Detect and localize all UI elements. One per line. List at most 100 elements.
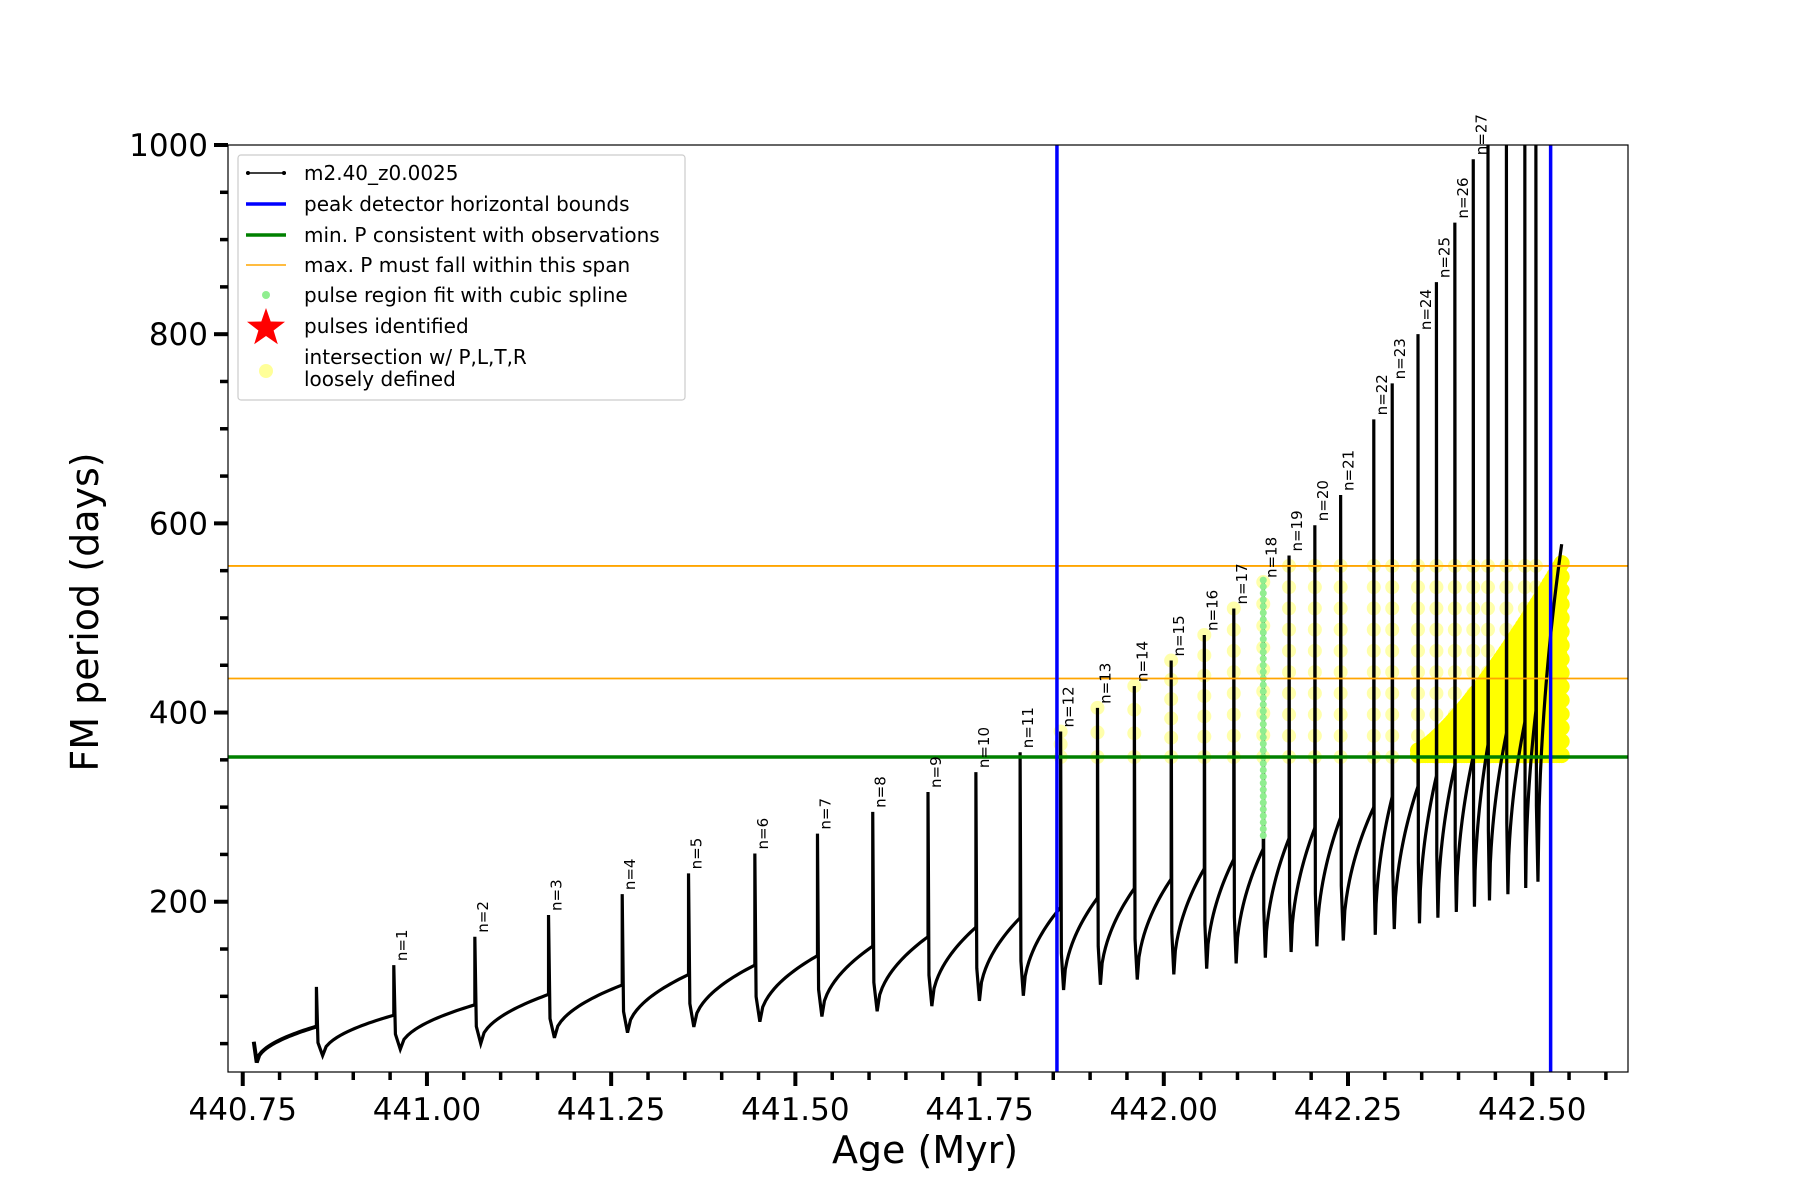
curve-segment — [1059, 731, 1099, 991]
pulse-label: n=24 — [1417, 289, 1435, 330]
spline-marker — [1259, 792, 1267, 800]
pulse-label: n=5 — [688, 838, 706, 870]
curve-segment — [314, 986, 395, 1061]
curve-segment — [1523, 144, 1538, 889]
pulse-label: n=27 — [1472, 114, 1490, 155]
curve-segment — [753, 853, 819, 1023]
curve-segment — [1018, 752, 1062, 996]
intersection-marker — [1553, 719, 1570, 736]
x-tick-label: 441.00 — [373, 1092, 481, 1128]
pulse-label: n=6 — [754, 818, 772, 850]
pulse-label: n=14 — [1133, 641, 1151, 682]
legend-box — [237, 154, 686, 401]
curve-segment — [1339, 494, 1376, 941]
horizontal-reference-lines — [228, 565, 1628, 759]
spline-marker — [1259, 832, 1267, 840]
spline-marker — [1259, 825, 1267, 833]
spline-marker — [1259, 759, 1267, 767]
spline-marker — [1259, 629, 1267, 637]
spline-marker — [1259, 720, 1267, 728]
spline-marker — [1259, 622, 1267, 630]
intersection-marker — [1553, 692, 1570, 709]
spline-marker — [1259, 818, 1267, 826]
intersection-marker — [1553, 623, 1570, 640]
pulse-label: n=19 — [1288, 510, 1306, 551]
spline-marker — [1259, 714, 1267, 722]
spline-marker — [1259, 701, 1267, 709]
curve-segment — [1534, 144, 1564, 882]
pulse-label: n=2 — [474, 901, 492, 933]
legend-handle-dot — [246, 171, 250, 175]
y-tick-label: 1000 — [129, 128, 208, 164]
x-tick-label: 442.50 — [1478, 1092, 1586, 1128]
y-tick-label: 200 — [149, 885, 208, 921]
curve-segment — [926, 791, 977, 1007]
curve-initial — [251, 1024, 317, 1064]
pulse-label: n=10 — [975, 727, 993, 768]
spline-marker — [1259, 681, 1267, 689]
curve-segment — [1372, 419, 1394, 935]
spline-marker — [1259, 589, 1267, 597]
intersection-marker — [1553, 678, 1570, 695]
spline-marker — [1259, 602, 1267, 610]
curve-segment — [1471, 159, 1490, 907]
x-tick-label: 442.00 — [1110, 1092, 1218, 1128]
curve-segment — [1095, 707, 1136, 985]
pulse-label: n=21 — [1340, 450, 1358, 491]
spline-marker — [1259, 576, 1267, 584]
pulse-label: n=22 — [1373, 374, 1391, 415]
spline-marker — [1259, 596, 1267, 604]
spline-marker — [1259, 786, 1267, 794]
curve-segment — [1416, 334, 1438, 924]
curve-segment — [1504, 144, 1527, 895]
pulse-label: n=23 — [1391, 338, 1409, 379]
spline-marker — [1259, 635, 1267, 643]
curve-segment — [1486, 144, 1508, 901]
pulse-label: n=1 — [393, 929, 411, 961]
pulse-label: n=4 — [621, 859, 639, 891]
x-tick-label: 442.25 — [1294, 1092, 1402, 1128]
x-tick-label: 441.50 — [741, 1092, 849, 1128]
intersection-marker — [1553, 747, 1570, 764]
spline-marker — [1259, 707, 1267, 715]
curve-segment — [1287, 555, 1317, 953]
spline-marker — [1259, 773, 1267, 781]
y-tick-label: 600 — [149, 506, 208, 542]
spline-marker — [1259, 661, 1267, 669]
pulse-label: n=7 — [816, 798, 834, 830]
pulse-label: n=11 — [1019, 707, 1037, 748]
curve-segment — [1169, 660, 1206, 975]
pulse-label: n=12 — [1060, 686, 1078, 727]
legend-label: peak detector horizontal bounds — [304, 192, 630, 216]
intersection-marker — [1553, 664, 1570, 681]
x-axis-label: Age (Myr) — [832, 1128, 1018, 1172]
curve-segment — [1261, 582, 1291, 958]
spline-marker — [1259, 727, 1267, 735]
pulse-label: n=17 — [1233, 563, 1251, 604]
period-curve — [251, 144, 1564, 1064]
spline-marker — [1259, 655, 1267, 663]
curve-segment — [1434, 282, 1457, 918]
curve-segment — [974, 772, 1022, 1002]
legend-label: intersection w/ P,L,T,R — [304, 345, 527, 369]
y-tick-label: 800 — [149, 317, 208, 353]
spline-marker — [1259, 694, 1267, 702]
spline-marker — [1259, 733, 1267, 741]
curve-segment — [1132, 686, 1173, 980]
curve-segment — [473, 936, 550, 1050]
legend-label: pulses identified — [304, 314, 469, 338]
spline-marker — [1259, 615, 1267, 623]
legend-handle-circle — [259, 364, 273, 378]
pulse-label: n=15 — [1170, 615, 1188, 656]
pulse-label: n=20 — [1314, 480, 1332, 521]
curve-segment — [1232, 608, 1265, 964]
spline-marker — [1259, 642, 1267, 650]
spline-marker — [1259, 687, 1267, 695]
axes: 200 400 600 800 1000 440.75 441.00 441.25 441.50… — [129, 128, 1629, 1128]
spline-marker — [1259, 648, 1267, 656]
pulse-label: n=25 — [1435, 237, 1453, 278]
curve-segment — [1313, 525, 1343, 947]
intersection-marker — [1553, 596, 1570, 613]
